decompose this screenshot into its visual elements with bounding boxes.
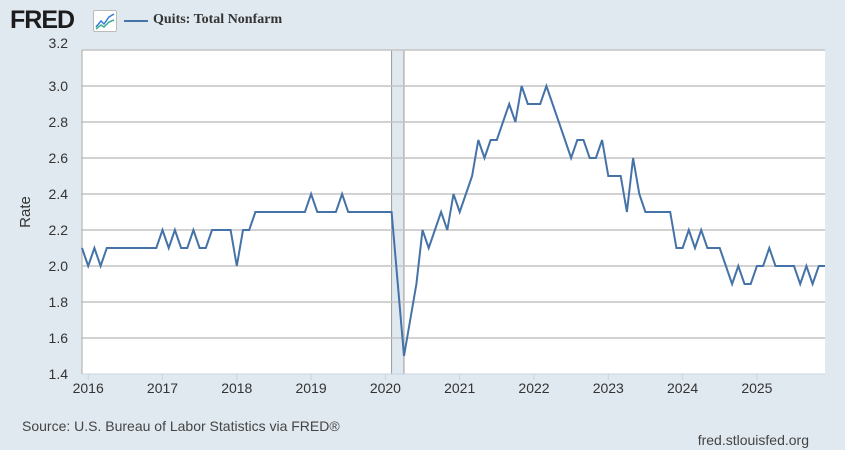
- x-tick-label: 2025: [741, 380, 772, 396]
- x-tick-label: 2018: [221, 380, 252, 396]
- source-note: Source: U.S. Bureau of Labor Statistics …: [22, 418, 340, 434]
- x-tick-label: 2017: [147, 380, 178, 396]
- x-tick-label: 2021: [444, 380, 475, 396]
- y-tick-label: 2.4: [49, 186, 69, 202]
- legend-label: Quits: Total Nonfarm: [153, 12, 283, 27]
- y-tick-label: 2.0: [49, 258, 69, 274]
- y-tick-label: 1.6: [49, 330, 69, 346]
- y-tick-label: 3.0: [49, 78, 69, 94]
- y-tick-label: 2.8: [49, 114, 69, 130]
- x-tick-label: 2023: [593, 380, 624, 396]
- fred-logo[interactable]: FRED: [10, 6, 75, 34]
- x-tick-label: 2024: [667, 380, 698, 396]
- site-link[interactable]: fred.stlouisfed.org: [697, 432, 809, 448]
- x-tick-label: 2019: [296, 380, 327, 396]
- y-tick-label: 1.4: [49, 366, 69, 382]
- y-tick-label: 2.2: [49, 222, 69, 238]
- x-tick-label: 2020: [370, 380, 401, 396]
- series-line-quits: [81, 82, 825, 357]
- plot-area: [82, 50, 825, 374]
- legend-swatch: [124, 20, 148, 22]
- y-tick-label: 1.8: [49, 294, 69, 310]
- y-axis-title: Rate: [17, 196, 34, 228]
- x-tick-label: 2016: [73, 380, 104, 396]
- y-tick-label: 2.6: [49, 150, 69, 166]
- y-tick-label: 3.2: [49, 35, 69, 51]
- line-chart-icon[interactable]: [93, 10, 117, 32]
- x-tick-label: 2022: [518, 380, 549, 396]
